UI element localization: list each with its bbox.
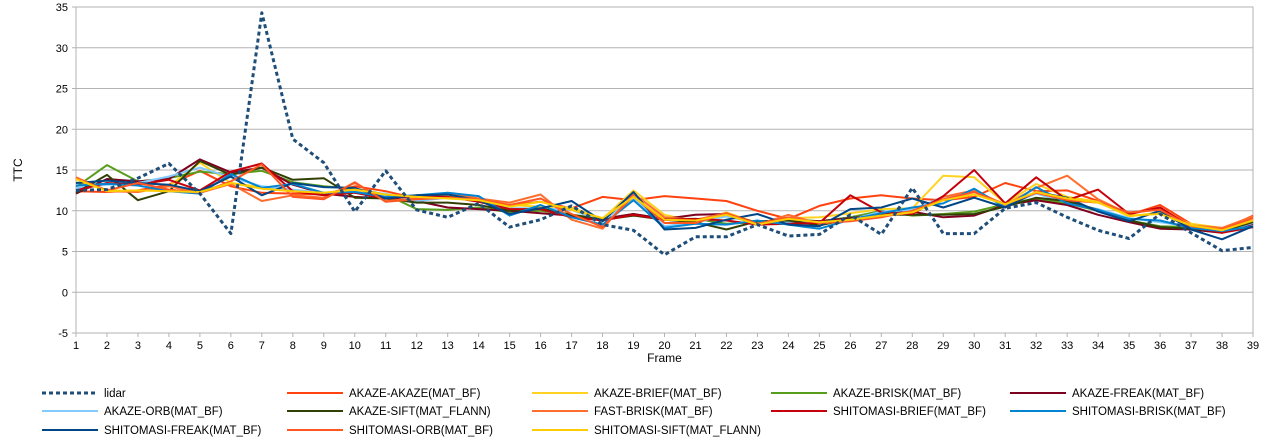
x-tick-label: 31 bbox=[999, 340, 1011, 352]
legend-label: SHITOMASI-SIFT(MAT_FLANN) bbox=[594, 425, 761, 437]
legend-item: SHITOMASI-ORB(MAT_BF) bbox=[287, 425, 493, 437]
x-tick-label: 26 bbox=[844, 340, 856, 352]
x-tick-label: 6 bbox=[228, 340, 234, 352]
y-tick-label: 0 bbox=[62, 287, 68, 299]
x-tick-label: 33 bbox=[1061, 340, 1073, 352]
series-line bbox=[75, 169, 1254, 231]
y-tick-label: 5 bbox=[62, 247, 68, 259]
legend-item: lidar bbox=[42, 388, 126, 400]
x-tick-label: 17 bbox=[565, 340, 577, 352]
series-line bbox=[75, 174, 1254, 230]
legend-item: SHITOMASI-SIFT(MAT_FLANN) bbox=[532, 425, 761, 437]
x-tick-label: 18 bbox=[596, 340, 608, 352]
y-tick-label: -5 bbox=[58, 328, 68, 340]
x-tick-label: 29 bbox=[937, 340, 949, 352]
y-tick-label: 25 bbox=[56, 84, 68, 96]
x-tick-label: 2 bbox=[104, 340, 110, 352]
x-tick-label: 24 bbox=[782, 340, 794, 352]
x-tick-label: 20 bbox=[658, 340, 670, 352]
y-tick-label: 20 bbox=[56, 124, 68, 136]
x-tick-label: 39 bbox=[1247, 340, 1259, 352]
x-tick-label: 36 bbox=[1154, 340, 1166, 352]
legend: lidar AKAZE-AKAZE(MAT_BF) AKAZE-BRIEF(MAT_… bbox=[42, 388, 1226, 437]
y-tick-label: 30 bbox=[56, 43, 68, 55]
legend-item: AKAZE-SIFT(MAT_FLANN) bbox=[287, 406, 491, 418]
x-tick-label: 1 bbox=[73, 340, 79, 352]
x-tick-label: 25 bbox=[813, 340, 825, 352]
x-tick-label: 12 bbox=[411, 340, 423, 352]
x-tick-label: 7 bbox=[259, 340, 265, 352]
legend-item: AKAZE-FREAK(MAT_BF) bbox=[1010, 388, 1204, 400]
legend-item: AKAZE-BRISK(MAT_BF) bbox=[771, 388, 961, 400]
x-tick-label: 30 bbox=[968, 340, 980, 352]
x-tick-label: 16 bbox=[534, 340, 546, 352]
x-tick-label: 35 bbox=[1123, 340, 1135, 352]
x-tick-label: 13 bbox=[442, 340, 454, 352]
y-tick-label: 15 bbox=[56, 165, 68, 177]
legend-label: AKAZE-ORB(MAT_BF) bbox=[104, 406, 223, 418]
legend-label: AKAZE-AKAZE(MAT_BF) bbox=[349, 388, 481, 400]
x-tick-label: 22 bbox=[720, 340, 732, 352]
x-tick-label: 37 bbox=[1185, 340, 1197, 352]
x-tick-label: 4 bbox=[166, 340, 172, 352]
legend-item: SHITOMASI-BRISK(MAT_BF) bbox=[1010, 406, 1226, 418]
legend-label: lidar bbox=[104, 388, 126, 400]
legend-item: AKAZE-BRIEF(MAT_BF) bbox=[532, 388, 722, 400]
legend-item: FAST-BRISK(MAT_BF) bbox=[532, 406, 713, 418]
legend-item: AKAZE-AKAZE(MAT_BF) bbox=[287, 388, 481, 400]
x-tick-label: 3 bbox=[135, 340, 141, 352]
legend-label: SHITOMASI-BRISK(MAT_BF) bbox=[1072, 406, 1226, 418]
x-axis-title: Frame bbox=[647, 351, 682, 365]
x-tick-label: 19 bbox=[627, 340, 639, 352]
y-axis-title: TTC bbox=[11, 158, 25, 182]
x-tick-label: 14 bbox=[473, 340, 485, 352]
legend-item: AKAZE-ORB(MAT_BF) bbox=[42, 406, 223, 418]
x-tick-label: 38 bbox=[1216, 340, 1228, 352]
x-tick-label: 15 bbox=[504, 340, 516, 352]
legend-label: AKAZE-BRISK(MAT_BF) bbox=[833, 388, 961, 400]
legend-label: SHITOMASI-BRIEF(MAT_BF) bbox=[833, 406, 986, 418]
x-tick-label: 32 bbox=[1030, 340, 1042, 352]
y-tick-label: 35 bbox=[56, 2, 68, 14]
series-line bbox=[75, 178, 1254, 232]
x-tick-label: 11 bbox=[380, 340, 391, 352]
series-line bbox=[75, 163, 1254, 231]
x-tick-label: 23 bbox=[751, 340, 763, 352]
legend-label: AKAZE-BRIEF(MAT_BF) bbox=[594, 388, 722, 400]
series-line bbox=[75, 11, 1254, 257]
y-tick-label: 10 bbox=[56, 206, 68, 218]
legend-label: SHITOMASI-ORB(MAT_BF) bbox=[349, 425, 493, 437]
legend-label: FAST-BRISK(MAT_BF) bbox=[594, 406, 713, 418]
x-tick-label: 21 bbox=[689, 340, 701, 352]
y-axis-ticks: -5 0 5 10 15 20 25 30 35 bbox=[56, 2, 76, 340]
legend-item: SHITOMASI-FREAK(MAT_BF) bbox=[42, 425, 262, 437]
legend-item: SHITOMASI-BRIEF(MAT_BF) bbox=[771, 406, 986, 418]
legend-label: AKAZE-SIFT(MAT_FLANN) bbox=[349, 406, 491, 418]
x-tick-label: 34 bbox=[1092, 340, 1104, 352]
legend-label: AKAZE-FREAK(MAT_BF) bbox=[1072, 388, 1204, 400]
x-axis-ticks: 1 2 3 4 5 6 7 8 9 10 11 12 13 14 15 16 17 18 19 20 21 22 23 24 2… bbox=[73, 333, 1259, 352]
x-tick-label: 10 bbox=[349, 340, 361, 352]
x-tick-label: 9 bbox=[321, 340, 327, 352]
series-lines bbox=[75, 11, 1254, 257]
x-tick-label: 27 bbox=[875, 340, 887, 352]
legend-label: SHITOMASI-FREAK(MAT_BF) bbox=[104, 425, 262, 437]
x-tick-label: 28 bbox=[906, 340, 918, 352]
x-tick-label: 8 bbox=[290, 340, 296, 352]
x-tick-label: 5 bbox=[197, 340, 203, 352]
